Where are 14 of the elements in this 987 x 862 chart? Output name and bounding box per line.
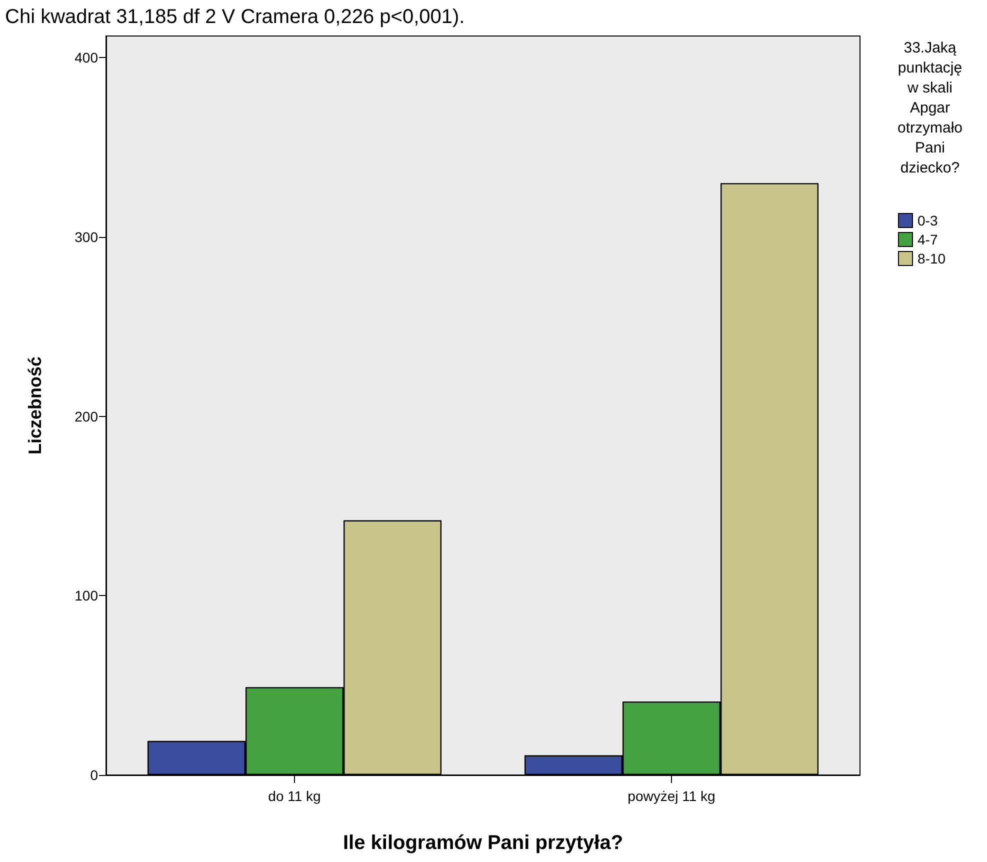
x-tick-label: do 11 kg — [268, 788, 321, 804]
legend-label: 4-7 — [918, 232, 938, 248]
legend-label: 0-3 — [918, 212, 938, 228]
y-tick-label: 100 — [74, 588, 98, 604]
y-tick-label: 300 — [74, 228, 98, 245]
y-tick-label: 400 — [74, 50, 98, 66]
legend-label: 8-10 — [918, 250, 946, 266]
y-axis-title: Liczebność — [25, 356, 45, 455]
text: Chi kwadrat 31,185 df 2 V Cramera 0,226 p<0,001). — [5, 6, 465, 28]
y-tick-label: 200 — [74, 408, 98, 424]
y-tick-label: 0 — [90, 767, 98, 783]
x-axis-title: Ile kilogramów Pani przytyła? — [342, 832, 624, 854]
x-tick-label: powyżej 11 kg — [628, 788, 716, 804]
legend-title: 33.Jaką punktację w skali Apgar otrzymało Pani dziecko? — [897, 40, 963, 176]
